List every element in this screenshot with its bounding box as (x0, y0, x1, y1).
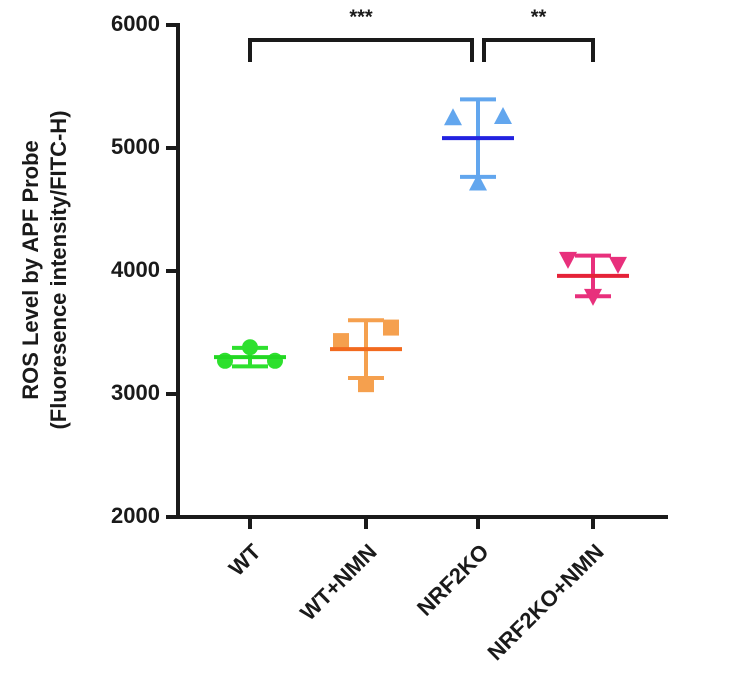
y-tick-label: 5000 (111, 134, 160, 159)
data-point (333, 333, 349, 350)
y-axis-title: ROS Level by APF Probe (18, 140, 43, 400)
x-tick-label: WT (224, 539, 266, 581)
data-point (358, 376, 374, 393)
data-point (559, 251, 577, 269)
data-point (494, 107, 512, 125)
significance-bracket (482, 38, 595, 62)
y-tick-label: 4000 (111, 257, 160, 282)
x-tick-label: NRF2KO (412, 539, 494, 621)
x-tick-label: NRF2KO+NMN (482, 539, 608, 665)
data-point (469, 173, 487, 191)
y-tick-label: 3000 (111, 380, 160, 405)
significance-label: *** (349, 6, 373, 28)
y-tick-label: 6000 (111, 11, 160, 36)
data-point (609, 256, 627, 274)
x-tick-label: WT+NMN (295, 539, 381, 625)
significance-bracket (248, 38, 474, 62)
data-point (444, 108, 462, 126)
data-point (584, 288, 602, 306)
data-point (383, 319, 399, 336)
y-axis-title: (Fluoresence intensity/FITC-H) (46, 110, 71, 429)
y-tick-label: 2000 (111, 503, 160, 528)
data-point (242, 339, 258, 356)
significance-label: ** (531, 6, 547, 28)
